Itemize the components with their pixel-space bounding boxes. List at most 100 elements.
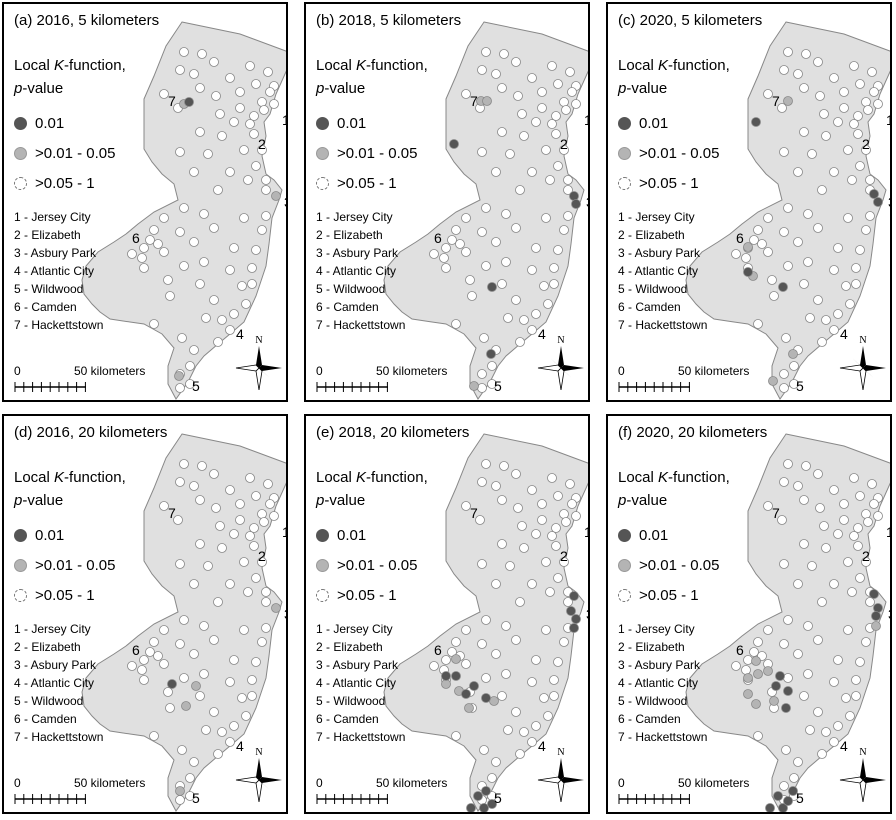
legend-heading: Local K-function, p-value <box>14 466 126 512</box>
legend-swatch-dark <box>14 117 27 130</box>
site-point <box>853 541 863 551</box>
site-point <box>799 279 809 289</box>
site-point <box>801 461 811 471</box>
site-point-dark <box>449 139 459 149</box>
site-point <box>139 675 149 685</box>
city-legend: 1 - Jersey City 2 - Elizabeth 3 - Asbury… <box>618 620 707 746</box>
map-panel-a: (a) 2016, 5 kilometers Local K-function,… <box>2 2 288 402</box>
site-point <box>487 773 497 783</box>
site-point <box>165 703 175 713</box>
scale-bar <box>14 382 86 392</box>
site-point-dark <box>487 282 497 292</box>
site-point <box>251 657 261 667</box>
site-point <box>217 727 227 737</box>
site-point <box>829 73 839 83</box>
site-point <box>839 87 849 97</box>
city-number-7: 7 <box>168 93 176 109</box>
points-high-significance <box>743 117 883 292</box>
site-point <box>195 539 205 549</box>
site-point <box>539 693 549 703</box>
site-point-dark <box>486 349 496 359</box>
site-point <box>175 477 185 487</box>
site-point <box>263 479 273 489</box>
site-point <box>829 167 839 177</box>
site-point <box>261 185 271 195</box>
site-point <box>225 579 235 589</box>
site-point <box>833 243 843 253</box>
site-point-mid <box>871 621 881 631</box>
site-point <box>225 167 235 177</box>
site-point <box>821 543 831 553</box>
site-point <box>259 105 269 115</box>
site-point-mid <box>768 376 778 386</box>
site-point <box>511 707 521 717</box>
legend-item-0-01-0-05: >0.01 - 0.05 <box>14 556 115 576</box>
site-point <box>461 625 471 635</box>
site-point <box>807 149 817 159</box>
site-point <box>461 247 471 257</box>
site-point <box>547 531 557 541</box>
site-point <box>515 185 525 195</box>
city-item: 6 - Camden <box>14 300 77 314</box>
site-point <box>807 561 817 571</box>
site-point <box>847 175 857 185</box>
site-point <box>163 275 173 285</box>
city-item: 4 - Atlantic City <box>14 676 95 690</box>
site-point <box>819 109 829 119</box>
site-point <box>527 265 537 275</box>
site-point-mid <box>451 654 461 664</box>
site-point <box>249 541 259 551</box>
city-item: 2 - Elizabeth <box>618 228 685 242</box>
city-number-2: 2 <box>258 136 266 152</box>
site-point <box>127 249 137 259</box>
site-point <box>779 559 789 569</box>
site-point <box>843 557 853 567</box>
site-point <box>247 263 257 273</box>
site-point <box>179 47 189 57</box>
site-point <box>215 109 225 119</box>
site-point <box>243 175 253 185</box>
site-point <box>829 325 839 335</box>
legend-heading: Local K-function, p-value <box>14 54 126 100</box>
legend-heading: Local K-function, p-value <box>316 54 428 100</box>
panel-title: (f) 2020, 20 kilometers <box>618 424 768 441</box>
map-panel-c: (c) 2020, 5 kilometers Local K-function,… <box>606 2 892 402</box>
legend-heading-value: -value <box>626 80 668 97</box>
scale-zero-label: 0 <box>316 776 323 790</box>
legend-item-0-05-1: >0.05 - 1 <box>14 174 95 194</box>
site-point-dark <box>765 803 775 812</box>
site-point <box>851 279 861 289</box>
site-point <box>841 281 851 291</box>
site-point <box>553 573 563 583</box>
legend-heading: Local K-function, p-value <box>316 466 428 512</box>
site-point <box>563 597 573 607</box>
city-item: 3 - Asbury Park <box>618 658 701 672</box>
legend-swatch-dark <box>618 529 631 542</box>
site-point <box>829 579 839 589</box>
site-point <box>189 237 199 247</box>
city-item: 6 - Camden <box>14 712 77 726</box>
nj-map <box>685 433 890 812</box>
city-item: 2 - Elizabeth <box>618 640 685 654</box>
site-point <box>487 361 497 371</box>
legend-heading-suffix: -function, <box>64 469 126 486</box>
site-point-dark <box>481 693 491 703</box>
site-point <box>235 515 245 525</box>
site-point <box>821 315 831 325</box>
site-point <box>813 223 823 233</box>
panel-title: (b) 2018, 5 kilometers <box>316 12 462 29</box>
site-point <box>559 509 569 519</box>
legend-heading-suffix: -function, <box>668 469 730 486</box>
site-point <box>547 473 557 483</box>
site-point <box>553 657 563 667</box>
points-high-significance <box>449 139 581 359</box>
scale-distance-label: 50 kilometers <box>74 776 146 790</box>
site-point-dark <box>569 191 579 201</box>
scale-distance-label: 50 kilometers <box>678 776 750 790</box>
panel-title: (d) 2016, 20 kilometers <box>14 424 168 441</box>
site-point <box>839 515 849 525</box>
site-point <box>127 661 137 671</box>
site-point <box>849 119 859 129</box>
site-point <box>793 167 803 177</box>
north-arrow-icon: N <box>235 747 282 802</box>
